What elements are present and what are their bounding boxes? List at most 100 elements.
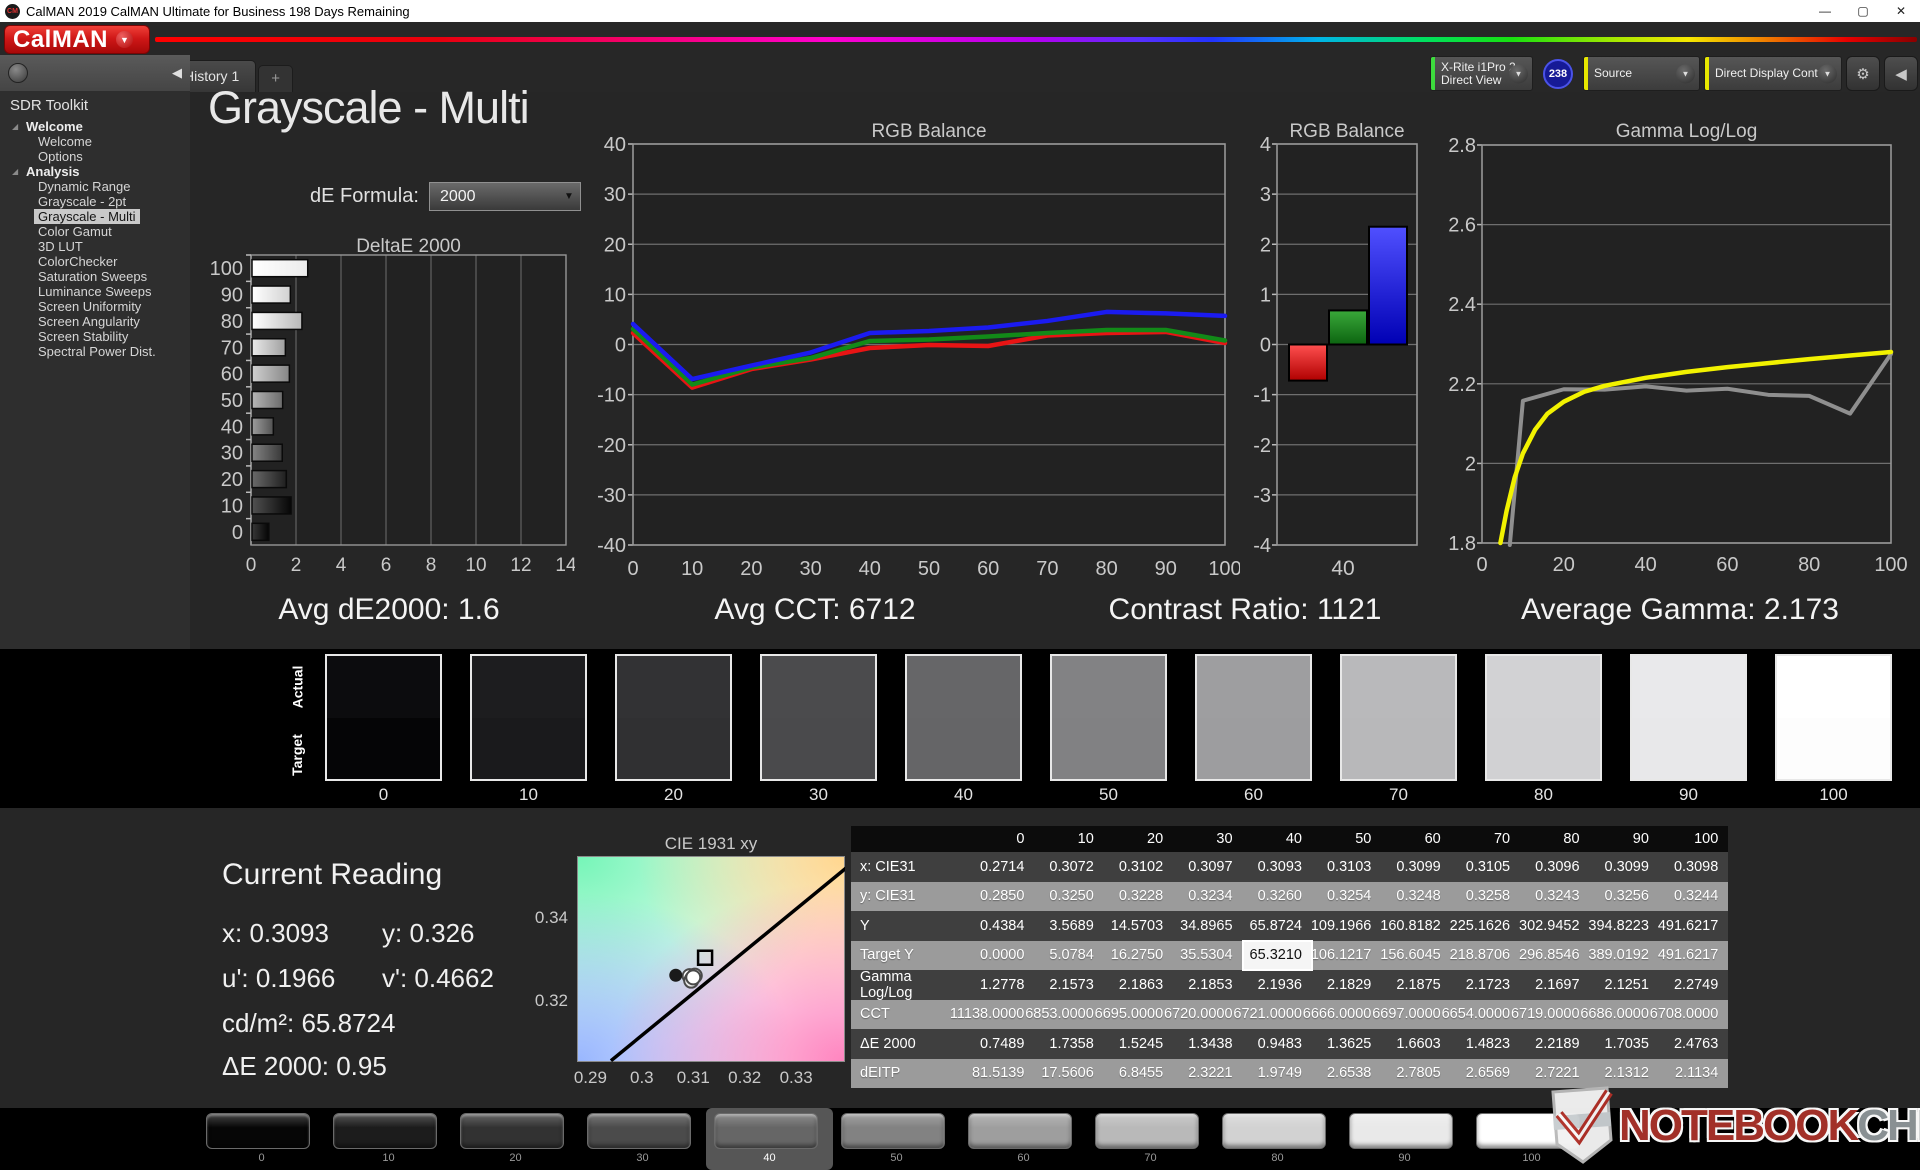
svg-text:1.8: 1.8 [1448, 533, 1476, 555]
display-control-dropdown[interactable]: Direct Display Control ▼ [1704, 56, 1842, 91]
table-cell: 0.2850 [965, 881, 1035, 911]
level-button-90[interactable]: 90 [1341, 1108, 1468, 1170]
level-button-70[interactable]: 70 [1087, 1108, 1214, 1170]
level-button-30[interactable]: 30 [579, 1108, 706, 1170]
swatch-level-label: 50 [1099, 785, 1118, 804]
level-button-80[interactable]: 80 [1214, 1108, 1341, 1170]
level-button-20[interactable]: 20 [452, 1108, 579, 1170]
sidebar-item-screen-uniformity[interactable]: Screen Uniformity [0, 299, 190, 314]
table-cell: 491.6217 [1658, 911, 1729, 941]
sidebar-item-dynamic-range[interactable]: Dynamic Range [0, 179, 190, 194]
sidebar-item-spectral-power-dist-[interactable]: Spectral Power Dist. [0, 344, 190, 359]
sidebar-item-label: Grayscale - Multi [34, 209, 140, 224]
collapse-panel-button[interactable]: ◀ [1884, 56, 1918, 91]
level-swatch [968, 1113, 1072, 1149]
table-cell: 0.3098 [1658, 852, 1729, 882]
table-selected-cell[interactable]: 65.3210 [1241, 939, 1313, 971]
svg-text:10: 10 [681, 558, 703, 580]
deltae-chart-title: DeltaE 2000 [356, 236, 461, 257]
level-button-40[interactable]: 40 [706, 1108, 833, 1170]
measurement-count-badge[interactable]: 238 [1543, 58, 1573, 89]
chevron-down-icon: ▼ [1509, 64, 1528, 83]
level-button-100[interactable]: 100 [1468, 1108, 1595, 1170]
table-cell: 2.1936 [1242, 970, 1312, 1000]
de-formula-select[interactable]: 2000 ▼ [428, 182, 581, 211]
close-button[interactable]: ✕ [1895, 4, 1907, 18]
table-col-header-100: 100 [1658, 826, 1729, 852]
sidebar-group-analysis[interactable]: ◢ Analysis [0, 164, 190, 179]
minimize-button[interactable]: — [1819, 4, 1831, 18]
cie-xtick-0.3: 0.3 [629, 1068, 654, 1087]
level-button-0[interactable]: 0 [198, 1108, 325, 1170]
level-swatch [714, 1113, 818, 1149]
table-cell: 0.3072 [1034, 852, 1104, 882]
cie-ytick-034: 0.34 [534, 908, 568, 927]
level-label: 70 [1144, 1152, 1157, 1164]
table-cell: 1.3438 [1173, 1029, 1243, 1059]
chevron-left-icon[interactable]: ◀ [172, 65, 182, 80]
source-dropdown[interactable]: Source ▼ [1583, 56, 1700, 91]
svg-text:-30: -30 [597, 485, 626, 507]
svg-text:2.4: 2.4 [1448, 294, 1476, 316]
table-col-header-0: 0 [965, 826, 1035, 852]
sidebar-item-grayscale-multi[interactable]: Grayscale - Multi [0, 209, 190, 224]
svg-text:60: 60 [221, 364, 243, 386]
table-cell: 0.7489 [965, 1029, 1035, 1059]
chevron-down-icon: ▼ [1818, 64, 1837, 83]
target-patch [1052, 717, 1165, 779]
sidebar-item-label: Luminance Sweeps [38, 284, 152, 299]
svg-text:-2: -2 [1253, 435, 1271, 457]
sidebar-item-welcome[interactable]: Welcome [0, 134, 190, 149]
reading-x: x: 0.3093 [222, 918, 329, 948]
actual-patch [617, 656, 730, 718]
level-button-10[interactable]: 10 [325, 1108, 452, 1170]
sidebar-item-screen-stability[interactable]: Screen Stability [0, 329, 190, 344]
sidebar-item-colorchecker[interactable]: ColorChecker [0, 254, 190, 269]
svg-text:30: 30 [604, 184, 626, 206]
level-label: 60 [1017, 1152, 1030, 1164]
meter-dropdown[interactable]: X-Rite i1Pro 2 Direct View ▼ [1430, 56, 1533, 91]
svg-text:-4: -4 [1253, 535, 1271, 557]
table-cell: 218.8706 [1450, 940, 1521, 970]
calman-menu-button[interactable]: CalMAN ▼ [4, 25, 150, 54]
table-cell: 2.1251 [1589, 970, 1659, 1000]
settings-button[interactable]: ⚙ [1846, 56, 1880, 91]
svg-text:40: 40 [1331, 557, 1354, 580]
svg-text:40: 40 [1634, 554, 1656, 576]
svg-text:30: 30 [221, 443, 243, 465]
swatch-level-label: 60 [1244, 785, 1263, 804]
grayscale-swatch-0 [325, 654, 442, 781]
table-cell: 491.6217 [1658, 940, 1729, 970]
maximize-button[interactable]: ▢ [1857, 4, 1869, 18]
sidebar-item-grayscale-2pt[interactable]: Grayscale - 2pt [0, 194, 190, 209]
cie-xtick-0.33: 0.33 [779, 1068, 813, 1087]
add-tab-button[interactable]: + [258, 65, 293, 92]
swatch-level-label: 40 [954, 785, 973, 804]
sidebar-item-3d-lut[interactable]: 3D LUT [0, 239, 190, 254]
target-patch [1197, 717, 1310, 779]
sidebar-group-label: Analysis [26, 164, 80, 179]
sidebar-item-saturation-sweeps[interactable]: Saturation Sweeps [0, 269, 190, 284]
app-icon: CM [5, 3, 20, 19]
grayscale-swatch-100 [1775, 654, 1892, 781]
cie-xtick-0.31: 0.31 [676, 1068, 710, 1087]
workflow-radio-icon[interactable] [8, 63, 28, 83]
svg-text:70: 70 [1036, 558, 1058, 580]
sidebar-item-luminance-sweeps[interactable]: Luminance Sweeps [0, 284, 190, 299]
svg-text:-40: -40 [597, 535, 626, 557]
sidebar-item-color-gamut[interactable]: Color Gamut [0, 224, 190, 239]
sidebar-item-label: Saturation Sweeps [38, 269, 148, 284]
svg-text:4: 4 [336, 555, 347, 576]
sidebar-item-options[interactable]: Options [0, 149, 190, 164]
target-patch [1487, 717, 1600, 779]
sidebar-item-screen-angularity[interactable]: Screen Angularity [0, 314, 190, 329]
table-cell: 1.2778 [965, 970, 1035, 1000]
svg-text:50: 50 [918, 558, 940, 580]
svg-text:-1: -1 [1253, 385, 1271, 407]
level-button-60[interactable]: 60 [960, 1108, 1087, 1170]
level-button-50[interactable]: 50 [833, 1108, 960, 1170]
table-cell: 0.4384 [965, 911, 1035, 941]
table-row-label: CCT [851, 999, 965, 1029]
sidebar-group-welcome[interactable]: ◢ Welcome [0, 119, 190, 134]
